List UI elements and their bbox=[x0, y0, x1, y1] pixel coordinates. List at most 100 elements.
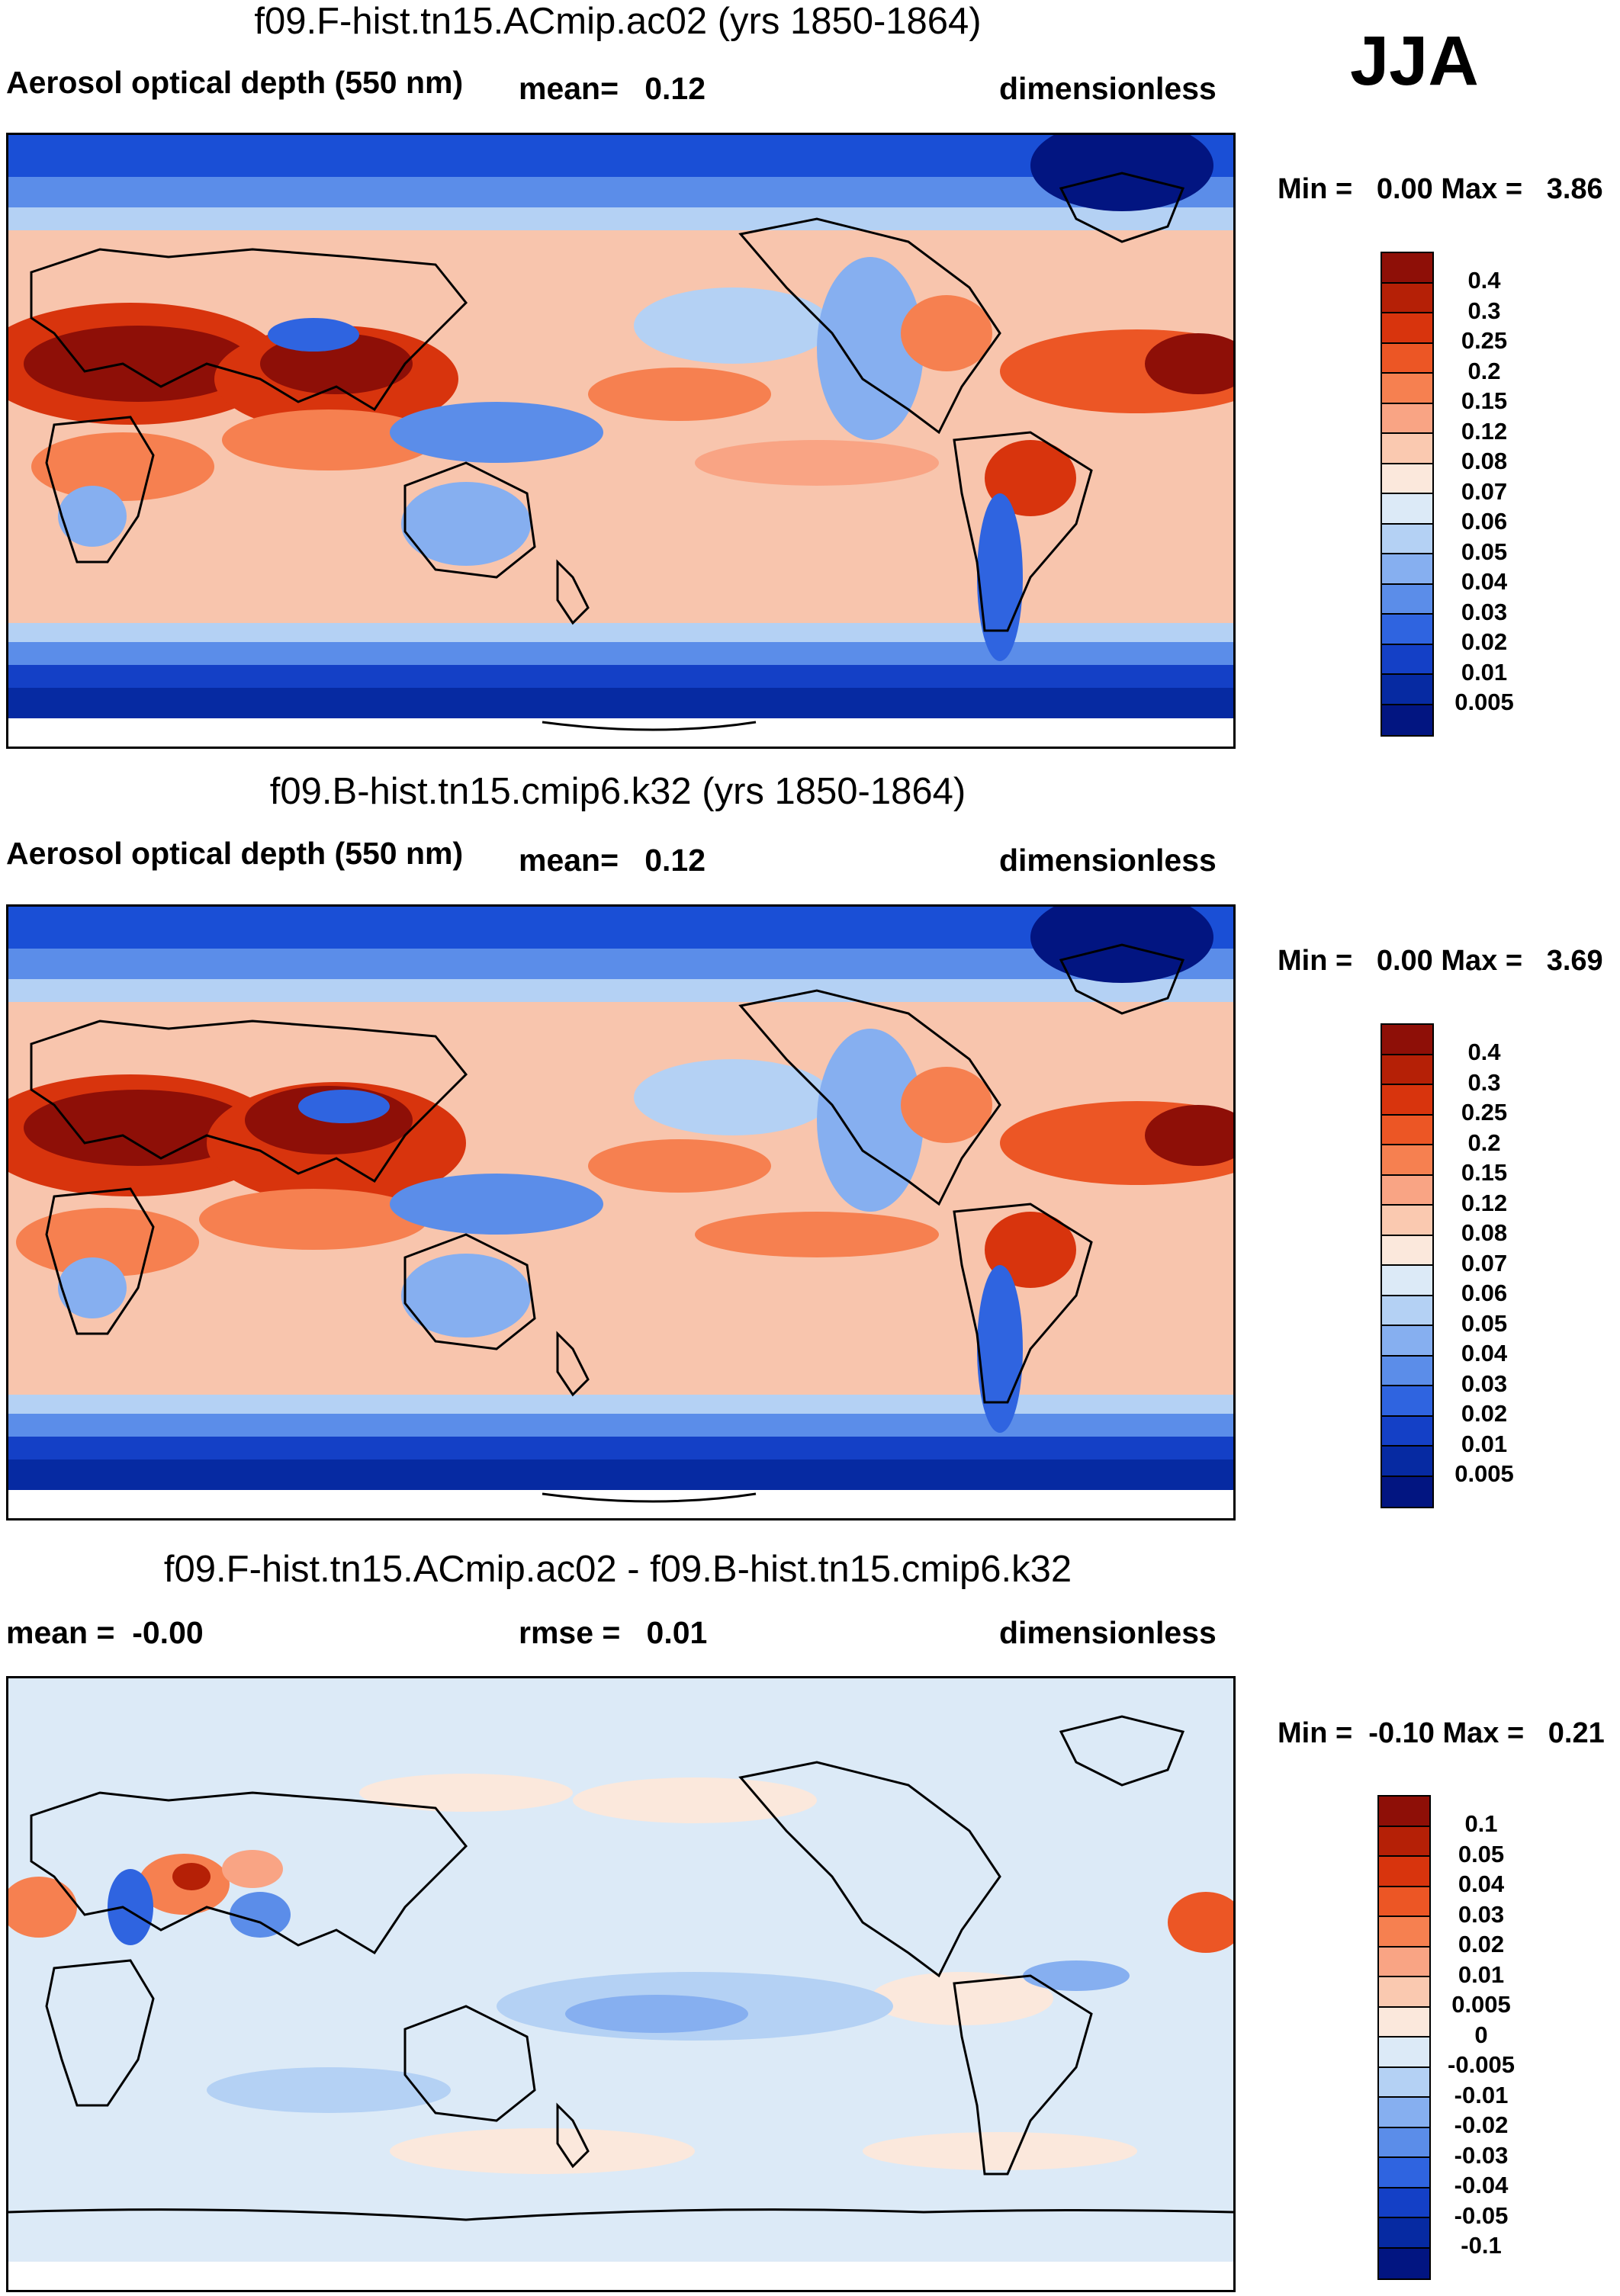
panel2-colorbar-swatch bbox=[1382, 1416, 1432, 1447]
panel2-colorbar-label: 0.05 bbox=[1461, 1310, 1508, 1337]
panel1-colorbar-swatch bbox=[1382, 615, 1432, 645]
panel2-title: f09.B-hist.tn15.cmip6.k32 (yrs 1850-1864… bbox=[269, 771, 966, 812]
panel1-colorbar-swatch bbox=[1382, 374, 1432, 404]
panel3-colorbar-swatch bbox=[1379, 2218, 1429, 2249]
panel2-colorbar-swatch bbox=[1382, 1085, 1432, 1116]
panel3-colorbar-swatch bbox=[1379, 1977, 1429, 2008]
panel1-colorbar-swatch bbox=[1382, 494, 1432, 525]
panel2-colorbar-label: 0.02 bbox=[1461, 1400, 1508, 1427]
season-label: JJA bbox=[1350, 22, 1479, 100]
panel1-mean: mean= 0.12 bbox=[519, 71, 706, 106]
panel3-colorbar-swatch bbox=[1379, 2067, 1429, 2098]
panel3-colorbar-label: 0.02 bbox=[1458, 1931, 1505, 1957]
panel1-colorbar-label: 0.01 bbox=[1461, 659, 1508, 686]
panel3-colorbar-swatch bbox=[1379, 2158, 1429, 2188]
panel3-colorbar-swatch bbox=[1379, 2127, 1429, 2158]
panel2-colorbar-swatch bbox=[1382, 1356, 1432, 1386]
panel2-colorbar-label: 0.12 bbox=[1461, 1190, 1508, 1216]
panel3-title: f09.F-hist.tn15.ACmip.ac02 - f09.B-hist.… bbox=[163, 1549, 1072, 1590]
panel1-colorbar-label: 0.25 bbox=[1461, 327, 1508, 354]
panel1-colorbar-label: 0.08 bbox=[1461, 448, 1508, 474]
panel2-colorbar-swatch bbox=[1382, 1266, 1432, 1296]
panel3-units: dimensionless bbox=[999, 1615, 1217, 1650]
panel2-colorbar-label: 0.08 bbox=[1461, 1219, 1508, 1246]
panel1-colorbar-label: 0.02 bbox=[1461, 628, 1508, 655]
panel3-colorbar-label: -0.1 bbox=[1461, 2232, 1502, 2259]
panel1-colorbar-label: 0.005 bbox=[1454, 689, 1514, 715]
panel1-colorbar-label: 0.04 bbox=[1461, 568, 1508, 595]
panel3-colorbar-label: 0.05 bbox=[1458, 1841, 1505, 1867]
panel3-colorbar-swatch bbox=[1379, 1797, 1429, 1827]
panel3-colorbar-label: 0 bbox=[1474, 2021, 1488, 2048]
panel1-colorbar-swatch bbox=[1382, 283, 1432, 313]
panel3-colorbar-label: -0.03 bbox=[1454, 2142, 1509, 2169]
panel1-colorbar-swatch bbox=[1382, 313, 1432, 344]
panel3-mean: mean = -0.00 bbox=[6, 1615, 204, 1650]
panel1-colorbar-label: 0.2 bbox=[1467, 358, 1501, 384]
panel2-colorbar-swatch bbox=[1382, 1175, 1432, 1206]
panel3-colorbar-label: -0.04 bbox=[1454, 2172, 1509, 2198]
panel2-colorbar-swatch bbox=[1382, 1476, 1432, 1507]
panel2-colorbar-swatch bbox=[1382, 1206, 1432, 1236]
panel2-colorbar-label: 0.03 bbox=[1461, 1370, 1508, 1397]
panel3-colorbar-label: 0.005 bbox=[1451, 1991, 1511, 2018]
panel3-colorbar-swatch bbox=[1379, 2007, 1429, 2037]
panel2-colorbar-label: 0.04 bbox=[1461, 1340, 1508, 1366]
panel2-colorbar-swatch bbox=[1382, 1235, 1432, 1266]
panel1-title: f09.F-hist.tn15.ACmip.ac02 (yrs 1850-186… bbox=[254, 1, 982, 42]
panel3-colorbar-swatch bbox=[1379, 2098, 1429, 2128]
panel2-colorbar-label: 0.3 bbox=[1467, 1069, 1501, 1096]
panel2-units: dimensionless bbox=[999, 843, 1217, 878]
panel3-rmse: rmse = 0.01 bbox=[519, 1615, 708, 1650]
panel2-colorbar-swatch bbox=[1382, 1386, 1432, 1417]
panel2-colorbar-swatch bbox=[1382, 1296, 1432, 1326]
panel1-colorbar-swatch bbox=[1382, 464, 1432, 494]
panel3-minmax: Min = -0.10 Max = 0.21 bbox=[1278, 1717, 1605, 1749]
panel1-colorbar-swatch bbox=[1382, 644, 1432, 675]
panel2-colorbar-swatch bbox=[1382, 1025, 1432, 1055]
panel2-colorbar-swatch bbox=[1382, 1055, 1432, 1085]
panel3-colorbar-swatch bbox=[1379, 1947, 1429, 1977]
panel1-colorbar-label: 0.03 bbox=[1461, 599, 1508, 625]
panel2-variable-label: Aerosol optical depth (550 nm) bbox=[6, 836, 464, 871]
panel2-colorbar-swatch bbox=[1382, 1145, 1432, 1176]
panel3-colorbar-swatch bbox=[1379, 2037, 1429, 2068]
panel3-colorbar-label: 0.03 bbox=[1458, 1901, 1505, 1928]
panel2-colorbar-swatch bbox=[1382, 1326, 1432, 1357]
panel1-colorbar-label: 0.15 bbox=[1461, 387, 1508, 414]
panel2-colorbar-swatch bbox=[1382, 1447, 1432, 1477]
panel3-colorbar-swatch bbox=[1379, 1857, 1429, 1887]
panel1-colorbar-swatch bbox=[1382, 554, 1432, 585]
panel2-colorbar-label: 0.01 bbox=[1461, 1431, 1508, 1457]
panel2-colorbar-label: 0.15 bbox=[1461, 1159, 1508, 1186]
panel1-colorbar-swatch bbox=[1382, 705, 1432, 735]
panel3-colorbar-label: -0.005 bbox=[1448, 2051, 1515, 2078]
panel2-colorbar-label: 0.06 bbox=[1461, 1280, 1508, 1306]
panel1-minmax: Min = 0.00 Max = 3.86 bbox=[1278, 173, 1603, 205]
panel1-colorbar-swatch bbox=[1382, 584, 1432, 615]
panel2-colorbar bbox=[1381, 1023, 1434, 1508]
panel1-colorbar-label: 0.06 bbox=[1461, 508, 1508, 535]
panel1-colorbar bbox=[1381, 252, 1434, 737]
panel3-colorbar-label: 0.04 bbox=[1458, 1871, 1505, 1897]
panel1-colorbar-swatch bbox=[1382, 403, 1432, 434]
panel1-variable-label: Aerosol optical depth (550 nm) bbox=[6, 65, 464, 100]
panel1-colorbar-label: 0.4 bbox=[1467, 267, 1501, 294]
panel2-colorbar-swatch bbox=[1382, 1115, 1432, 1145]
panel2-colorbar-label: 0.4 bbox=[1467, 1039, 1501, 1065]
panel3-colorbar bbox=[1377, 1795, 1431, 2280]
panel1-colorbar-swatch bbox=[1382, 253, 1432, 284]
panel1-map bbox=[6, 133, 1236, 749]
panel2-colorbar-label: 0.07 bbox=[1461, 1250, 1508, 1276]
panel2-minmax: Min = 0.00 Max = 3.69 bbox=[1278, 945, 1603, 977]
panel3-colorbar-swatch bbox=[1379, 1887, 1429, 1917]
panel3-colorbar-swatch bbox=[1379, 1917, 1429, 1948]
panel3-colorbar-label: 0.1 bbox=[1464, 1810, 1498, 1837]
panel3-colorbar-swatch bbox=[1379, 1826, 1429, 1857]
panel1-colorbar-swatch bbox=[1382, 343, 1432, 374]
panel3-colorbar-label: -0.05 bbox=[1454, 2202, 1509, 2229]
panel2-mean: mean= 0.12 bbox=[519, 843, 706, 878]
panel1-colorbar-label: 0.07 bbox=[1461, 478, 1508, 505]
panel3-colorbar-label: 0.01 bbox=[1458, 1961, 1505, 1988]
panel2-colorbar-label: 0.25 bbox=[1461, 1099, 1508, 1126]
